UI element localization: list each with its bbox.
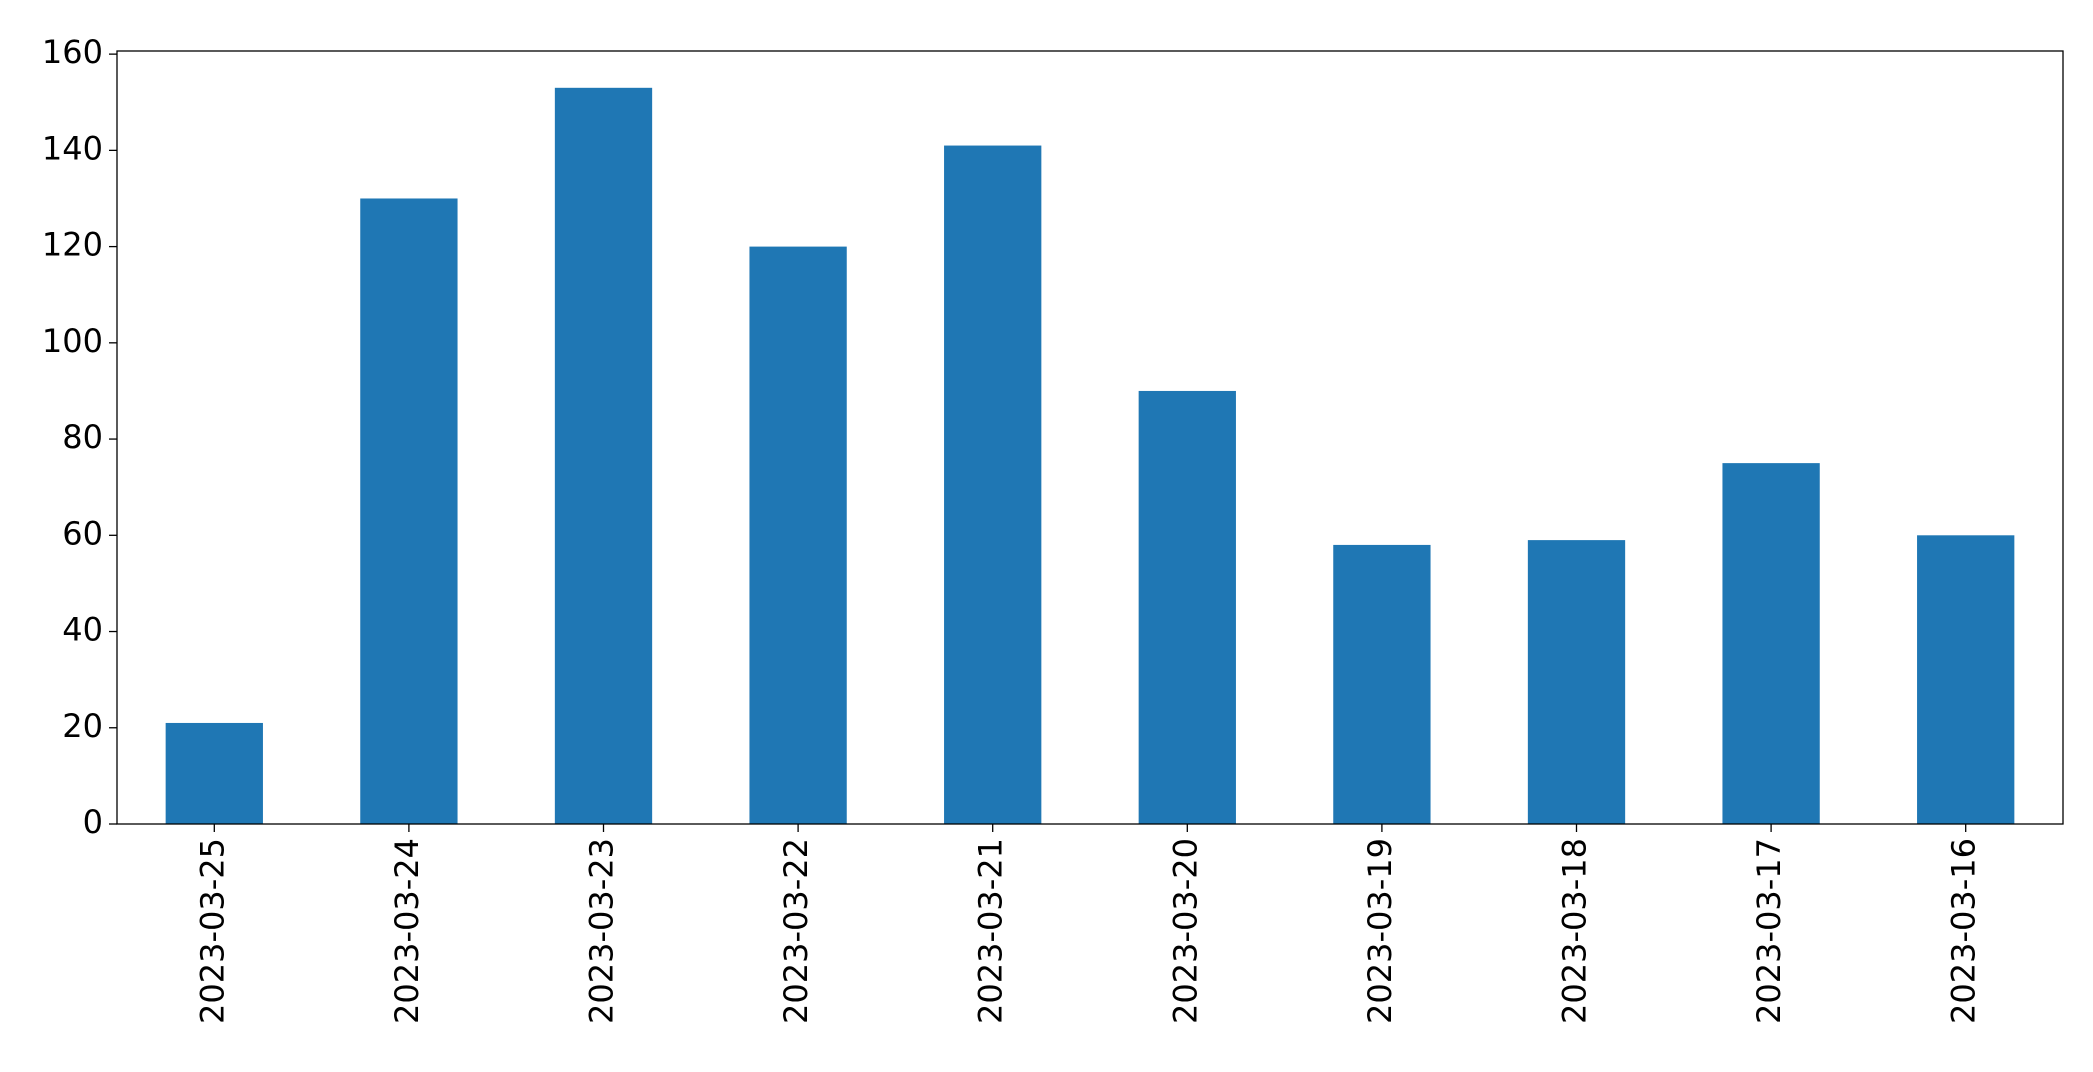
bar xyxy=(1527,540,1626,824)
y-tick-label: 100 xyxy=(42,322,103,360)
bar xyxy=(165,722,263,824)
x-tick-label: 2023-03-21 xyxy=(972,838,1010,1024)
x-tick-label: 2023-03-24 xyxy=(388,838,426,1024)
x-tick-label: 2023-03-25 xyxy=(193,838,231,1024)
x-tick-label: 2023-03-18 xyxy=(1556,838,1594,1024)
bar xyxy=(360,198,458,824)
y-tick-label: 120 xyxy=(42,226,103,264)
bar xyxy=(749,246,847,824)
plot-frame xyxy=(116,50,2064,825)
y-tick-label: 20 xyxy=(62,707,103,745)
x-tick-label: 2023-03-17 xyxy=(1750,838,1788,1024)
y-tick-label: 160 xyxy=(42,33,103,71)
x-tick-label: 2023-03-16 xyxy=(1945,838,1983,1024)
bar xyxy=(1138,390,1236,824)
y-tick-label: 40 xyxy=(62,611,103,649)
x-tick-label: 2023-03-19 xyxy=(1361,838,1399,1024)
x-tick-label: 2023-03-20 xyxy=(1166,838,1204,1024)
y-tick-label: 140 xyxy=(42,129,103,167)
bar xyxy=(1333,544,1431,824)
x-tick-label: 2023-03-22 xyxy=(777,838,815,1024)
bar xyxy=(1722,463,1820,824)
x-tick-label: 2023-03-23 xyxy=(583,838,621,1024)
y-tick-label: 80 xyxy=(62,418,103,456)
y-tick-label: 60 xyxy=(62,514,103,552)
bar xyxy=(944,145,1042,825)
y-tick-label: 0 xyxy=(83,803,103,841)
bar xyxy=(1917,535,2015,824)
bar xyxy=(554,87,653,825)
